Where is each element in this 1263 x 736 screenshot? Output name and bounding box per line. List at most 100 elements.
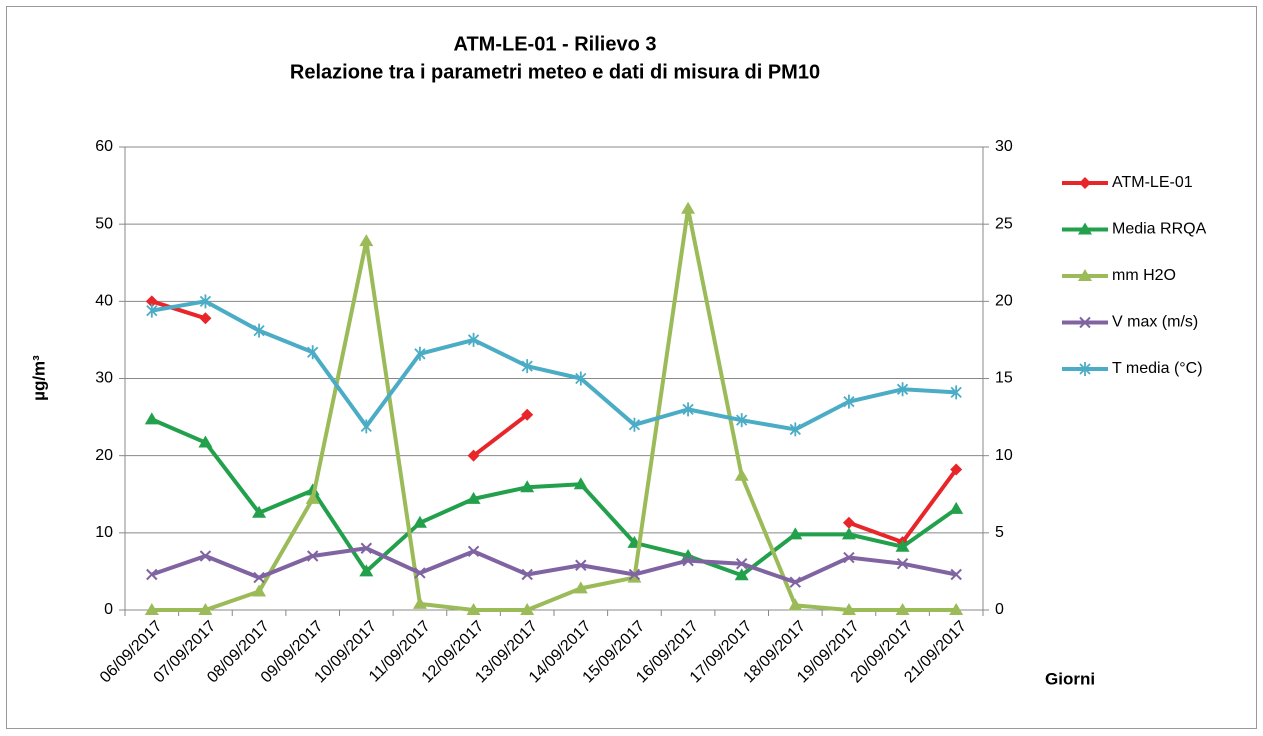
y2-tick-label: 20: [995, 293, 1013, 310]
marker: [895, 539, 910, 552]
series-line: [151, 206, 957, 612]
series-line: [151, 299, 957, 432]
x-axis-label: Giorni: [1045, 669, 1095, 688]
y-tick-label: 40: [95, 293, 113, 310]
y2-tick-label: 15: [995, 370, 1013, 387]
marker: [949, 501, 964, 514]
marker: [253, 323, 265, 338]
marker: [198, 603, 213, 615]
marker: [736, 413, 748, 428]
legend-label: Media RRQA: [1112, 221, 1207, 238]
marker: [895, 603, 910, 615]
marker: [628, 417, 641, 432]
marker: [307, 345, 319, 360]
marker: [466, 491, 481, 504]
legend-marker: [1079, 177, 1091, 189]
marker: [520, 480, 535, 493]
marker: [575, 559, 587, 571]
y-tick-label: 10: [95, 524, 113, 541]
marker: [305, 491, 320, 504]
marker: [359, 234, 374, 247]
marker: [199, 312, 212, 325]
marker: [412, 596, 427, 609]
marker: [199, 294, 212, 309]
legend-label: mm H2O: [1112, 267, 1176, 284]
marker: [199, 550, 212, 562]
y-tick-label: 0: [104, 601, 113, 618]
marker: [896, 382, 909, 397]
marker: [949, 603, 964, 615]
marker: [360, 542, 373, 554]
legend-label: T media (°C): [1112, 360, 1203, 377]
marker: [735, 557, 748, 570]
marker: [627, 570, 642, 583]
marker: [950, 463, 963, 476]
marker: [950, 385, 962, 400]
marker: [520, 603, 535, 615]
marker: [360, 419, 372, 434]
marker: [788, 598, 803, 611]
marker: [467, 332, 480, 347]
marker: [466, 603, 481, 615]
marker: [950, 568, 962, 581]
chart-title: ATM-LE-01 - Rilievo 3: [454, 33, 657, 55]
marker: [682, 554, 694, 567]
marker: [628, 568, 641, 581]
marker: [252, 584, 267, 597]
y2-tick-label: 0: [995, 601, 1004, 618]
marker: [253, 571, 265, 584]
y2-tick-label: 25: [995, 215, 1013, 232]
marker: [841, 527, 856, 540]
marker: [843, 551, 855, 564]
y2-tick-label: 30: [995, 138, 1013, 155]
legend-label: ATM-LE-01: [1112, 174, 1193, 191]
legend-marker: [1079, 316, 1091, 329]
marker: [734, 568, 749, 581]
marker: [788, 527, 803, 540]
marker: [734, 468, 749, 481]
marker: [306, 550, 319, 562]
marker: [146, 568, 158, 581]
y-tick-label: 30: [95, 370, 113, 387]
marker: [252, 505, 267, 518]
marker: [843, 394, 855, 409]
marker: [414, 567, 426, 579]
marker: [521, 359, 533, 374]
marker: [467, 545, 480, 558]
y-axis-label: µg/m³: [29, 355, 48, 401]
legend-label: V max (m/s): [1112, 314, 1198, 331]
marker: [573, 477, 588, 490]
marker: [198, 435, 213, 448]
marker: [896, 557, 909, 570]
legend-marker: [1078, 269, 1092, 281]
marker: [414, 346, 426, 361]
marker: [841, 603, 856, 615]
marker: [144, 412, 159, 425]
marker: [521, 568, 533, 581]
chart-subtitle: Relazione tra i parametri meteo e dati d…: [290, 61, 820, 83]
y-tick-label: 50: [95, 215, 113, 232]
marker: [682, 402, 694, 417]
marker: [467, 449, 480, 462]
marker: [521, 408, 534, 421]
series-line: [151, 417, 958, 578]
series-line: [151, 546, 957, 585]
legend-marker: [1079, 362, 1091, 376]
marker: [144, 603, 159, 615]
marker: [842, 516, 855, 529]
marker: [789, 576, 802, 588]
marker: [573, 581, 588, 594]
y-tick-label: 20: [95, 447, 113, 464]
marker: [789, 422, 801, 437]
marker: [146, 303, 158, 318]
marker: [359, 564, 374, 577]
marker: [681, 201, 696, 214]
y2-tick-label: 10: [995, 447, 1013, 464]
legend-marker: [1078, 222, 1092, 235]
marker: [412, 515, 427, 528]
marker: [575, 371, 587, 386]
marker: [145, 295, 158, 308]
y-tick-label: 60: [95, 138, 113, 155]
y2-tick-label: 5: [995, 524, 1004, 541]
